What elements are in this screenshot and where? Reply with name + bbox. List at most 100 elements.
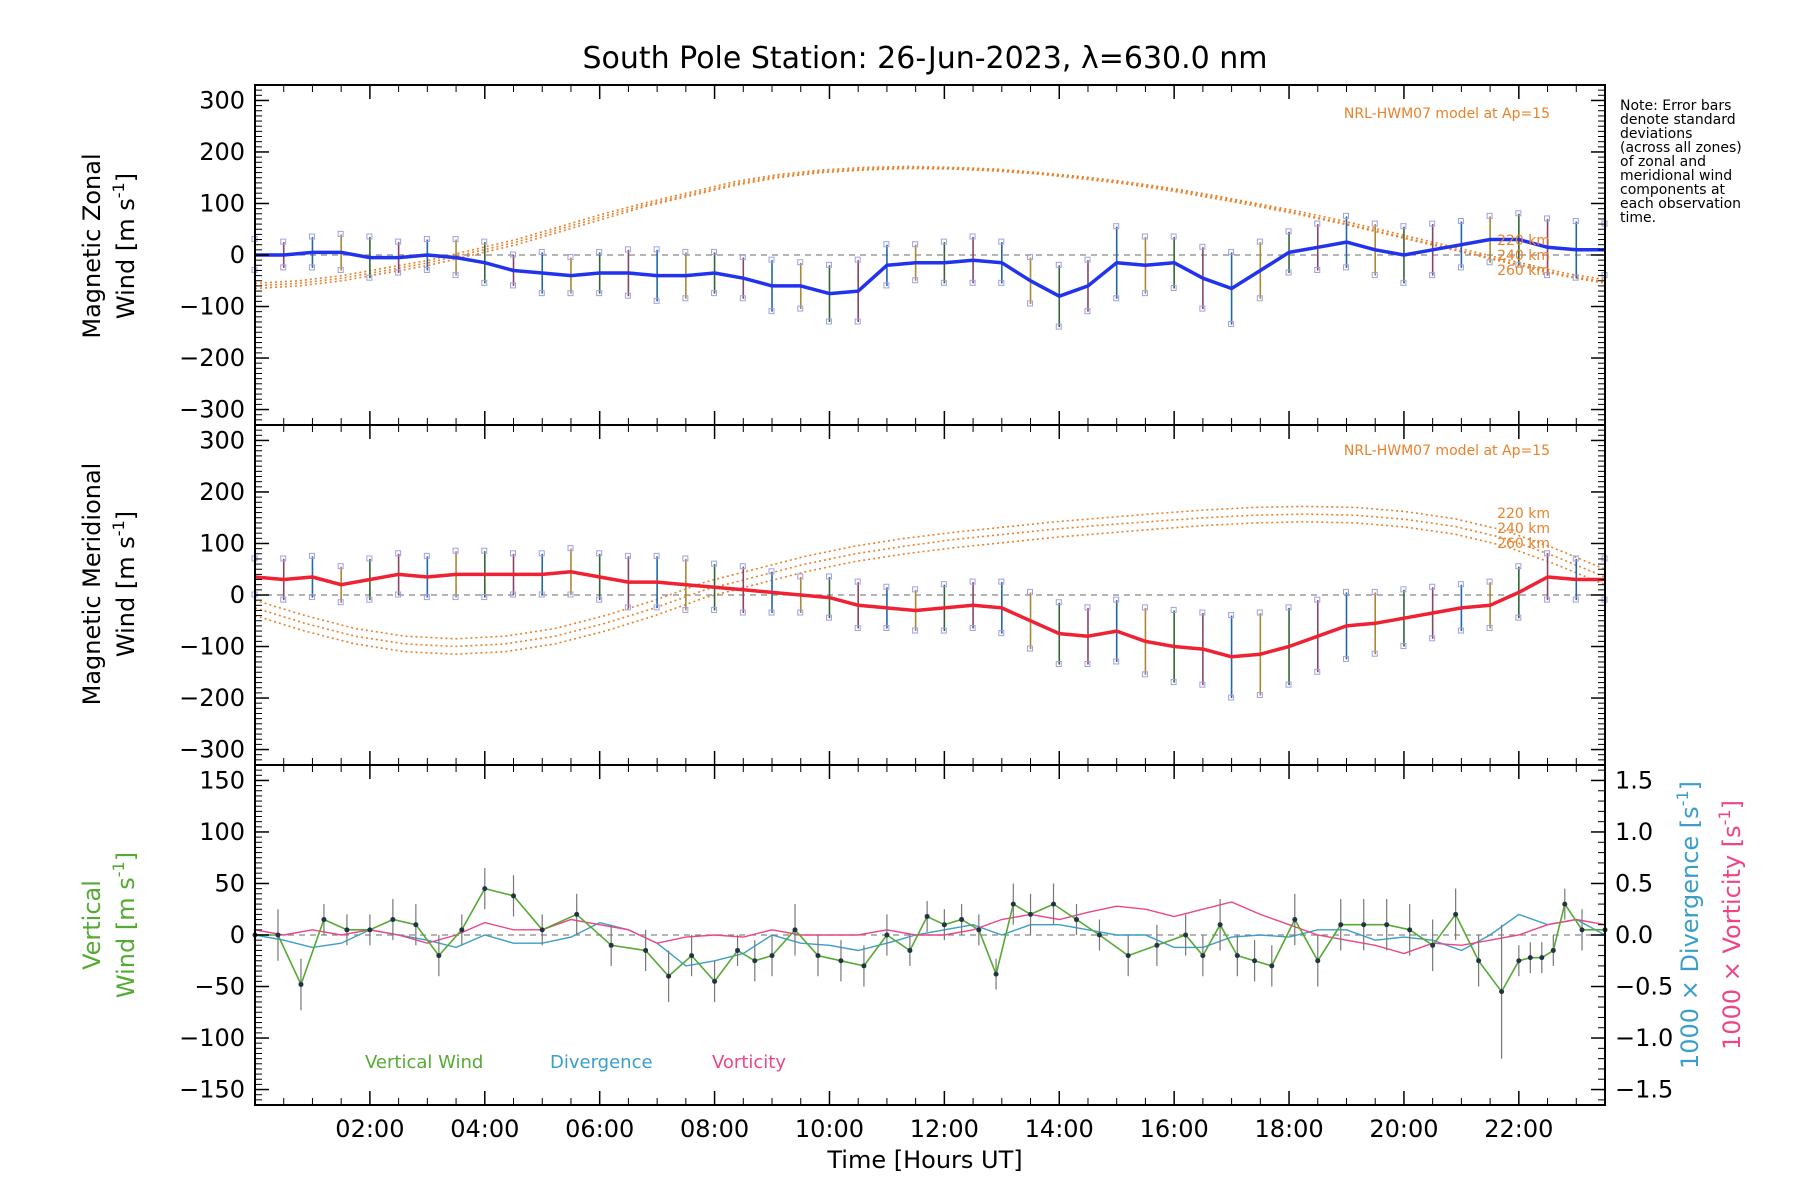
zone-sample-marker — [452, 236, 459, 243]
zone-sample-marker — [1027, 588, 1034, 595]
zone-sample-marker — [1141, 671, 1148, 678]
legend-vertical-wind: Vertical Wind — [365, 1052, 483, 1073]
zone-sample-marker — [1572, 555, 1579, 562]
zone-sample-marker — [1314, 596, 1321, 603]
vertical-wind-point — [907, 947, 913, 953]
zone-sample-marker — [1055, 323, 1062, 330]
zone-sample-marker — [1256, 238, 1263, 245]
vertical-wind-point — [1550, 947, 1556, 953]
vertical-ylabel-line2: Wind [m s-1] — [109, 852, 140, 998]
zonal-wind-line — [255, 237, 1605, 298]
vertical-wind-point — [1217, 922, 1223, 928]
zone-sample-marker — [1515, 563, 1522, 570]
zone-sample-marker — [1141, 290, 1148, 297]
zone-sample-marker — [280, 264, 287, 271]
vertical-wind-point — [436, 953, 442, 959]
vertical-wind-point — [689, 953, 695, 959]
zone-sample-marker — [423, 594, 430, 601]
zone-sample-marker — [1170, 679, 1177, 686]
vorticity-y2label-text: 1000 × Vorticity [s-1] — [1715, 800, 1746, 1050]
zone-sample-marker — [596, 248, 603, 255]
zone-sample-marker — [797, 609, 804, 616]
zone-sample-marker — [395, 591, 402, 598]
zone-sample-marker — [567, 545, 574, 552]
zone-sample-marker — [1342, 212, 1349, 219]
y-tick-label: 0 — [230, 581, 245, 609]
vertical-wind-point — [275, 932, 281, 938]
vertical-wind-point — [1407, 927, 1413, 933]
zone-sample-marker — [510, 591, 517, 598]
zone-sample-marker — [1544, 596, 1551, 603]
zone-sample-marker — [1544, 215, 1551, 222]
vertical-wind-point — [344, 927, 350, 933]
legend-divergence: Divergence — [550, 1052, 653, 1073]
vertical-wind-point — [815, 953, 821, 959]
zone-sample-marker — [1544, 272, 1551, 279]
zone-sample-marker — [1199, 681, 1206, 688]
zone-sample-marker — [1170, 606, 1177, 613]
vertical-wind-point — [643, 947, 649, 953]
zone-sample-marker — [682, 606, 689, 613]
x-tick-label: 16:00 — [1140, 1115, 1209, 1143]
zone-sample-marker — [1314, 266, 1321, 273]
zone-sample-marker — [682, 555, 689, 562]
vertical-wind-point — [1499, 989, 1505, 995]
zone-sample-marker — [825, 318, 832, 325]
zone-sample-marker — [768, 609, 775, 616]
vertical-ylabel-sup: -1 — [109, 861, 128, 877]
zone-sample-marker — [596, 596, 603, 603]
x-tick-label: 06:00 — [565, 1115, 634, 1143]
y2-tick-label: −1.0 — [1615, 1024, 1673, 1052]
zone-sample-marker — [825, 573, 832, 580]
vertical-wind-point — [1476, 958, 1482, 964]
y-tick-label: −100 — [179, 293, 245, 321]
vertical-wind-point — [941, 922, 947, 928]
zone-sample-marker — [1429, 583, 1436, 590]
note-line: deviations — [1620, 126, 1692, 142]
y-tick-label: 150 — [199, 766, 245, 794]
divergence-line — [254, 913, 1606, 967]
vertical-wind-point — [1234, 953, 1240, 959]
vertical-wind-point — [1183, 932, 1189, 938]
zone-sample-marker — [1084, 256, 1091, 263]
y-tick-label: 300 — [199, 86, 245, 114]
zone-sample-marker — [1170, 233, 1177, 240]
model-curve-240-km — [254, 513, 1606, 648]
zone-sample-marker — [1285, 604, 1292, 611]
zone-sample-marker — [1314, 220, 1321, 227]
zone-sample-marker — [481, 547, 488, 554]
zone-sample-marker — [567, 290, 574, 297]
error-bar-note: Note: Error bars denote standard deviati… — [1620, 98, 1742, 226]
zone-sample-marker — [739, 254, 746, 261]
y-tick-label: 200 — [199, 138, 245, 166]
vertical-wind-point — [1096, 932, 1102, 938]
zone-sample-marker — [969, 279, 976, 286]
zone-sample-marker — [1515, 261, 1522, 268]
y-tick-label: 100 — [199, 529, 245, 557]
zone-sample-marker — [940, 627, 947, 634]
vertical-wind-point — [1154, 942, 1160, 948]
zone-sample-marker — [1084, 604, 1091, 611]
x-tick-label: 04:00 — [450, 1115, 519, 1143]
vertical-wind-point — [861, 963, 867, 969]
zone-sample-marker — [1457, 627, 1464, 634]
y-tick-label: 0 — [230, 921, 245, 949]
zone-sample-marker — [1055, 661, 1062, 668]
zone-sample-marker — [883, 583, 890, 590]
zonal-wind-panel: 300 200 100 0 −100 −200 −300 — [179, 84, 1608, 426]
vorticity-y2label-close: ] — [1718, 800, 1746, 809]
zone-sample-marker — [624, 292, 631, 299]
zone-sample-marker — [825, 614, 832, 621]
zone-sample-marker — [1429, 272, 1436, 279]
vertical-wind-point — [367, 927, 373, 933]
vertical-wind-point — [1028, 911, 1034, 917]
zone-sample-marker — [998, 630, 1005, 637]
zone-sample-marker — [1400, 643, 1407, 650]
vertical-wind-point — [924, 913, 930, 919]
vertical-ylabel-line1: Vertical — [78, 880, 106, 970]
zone-sample-marker — [1572, 274, 1579, 281]
vertical-wind-line — [255, 887, 1605, 994]
zone-sample-marker — [452, 594, 459, 601]
note-line: meridional wind — [1620, 168, 1732, 184]
